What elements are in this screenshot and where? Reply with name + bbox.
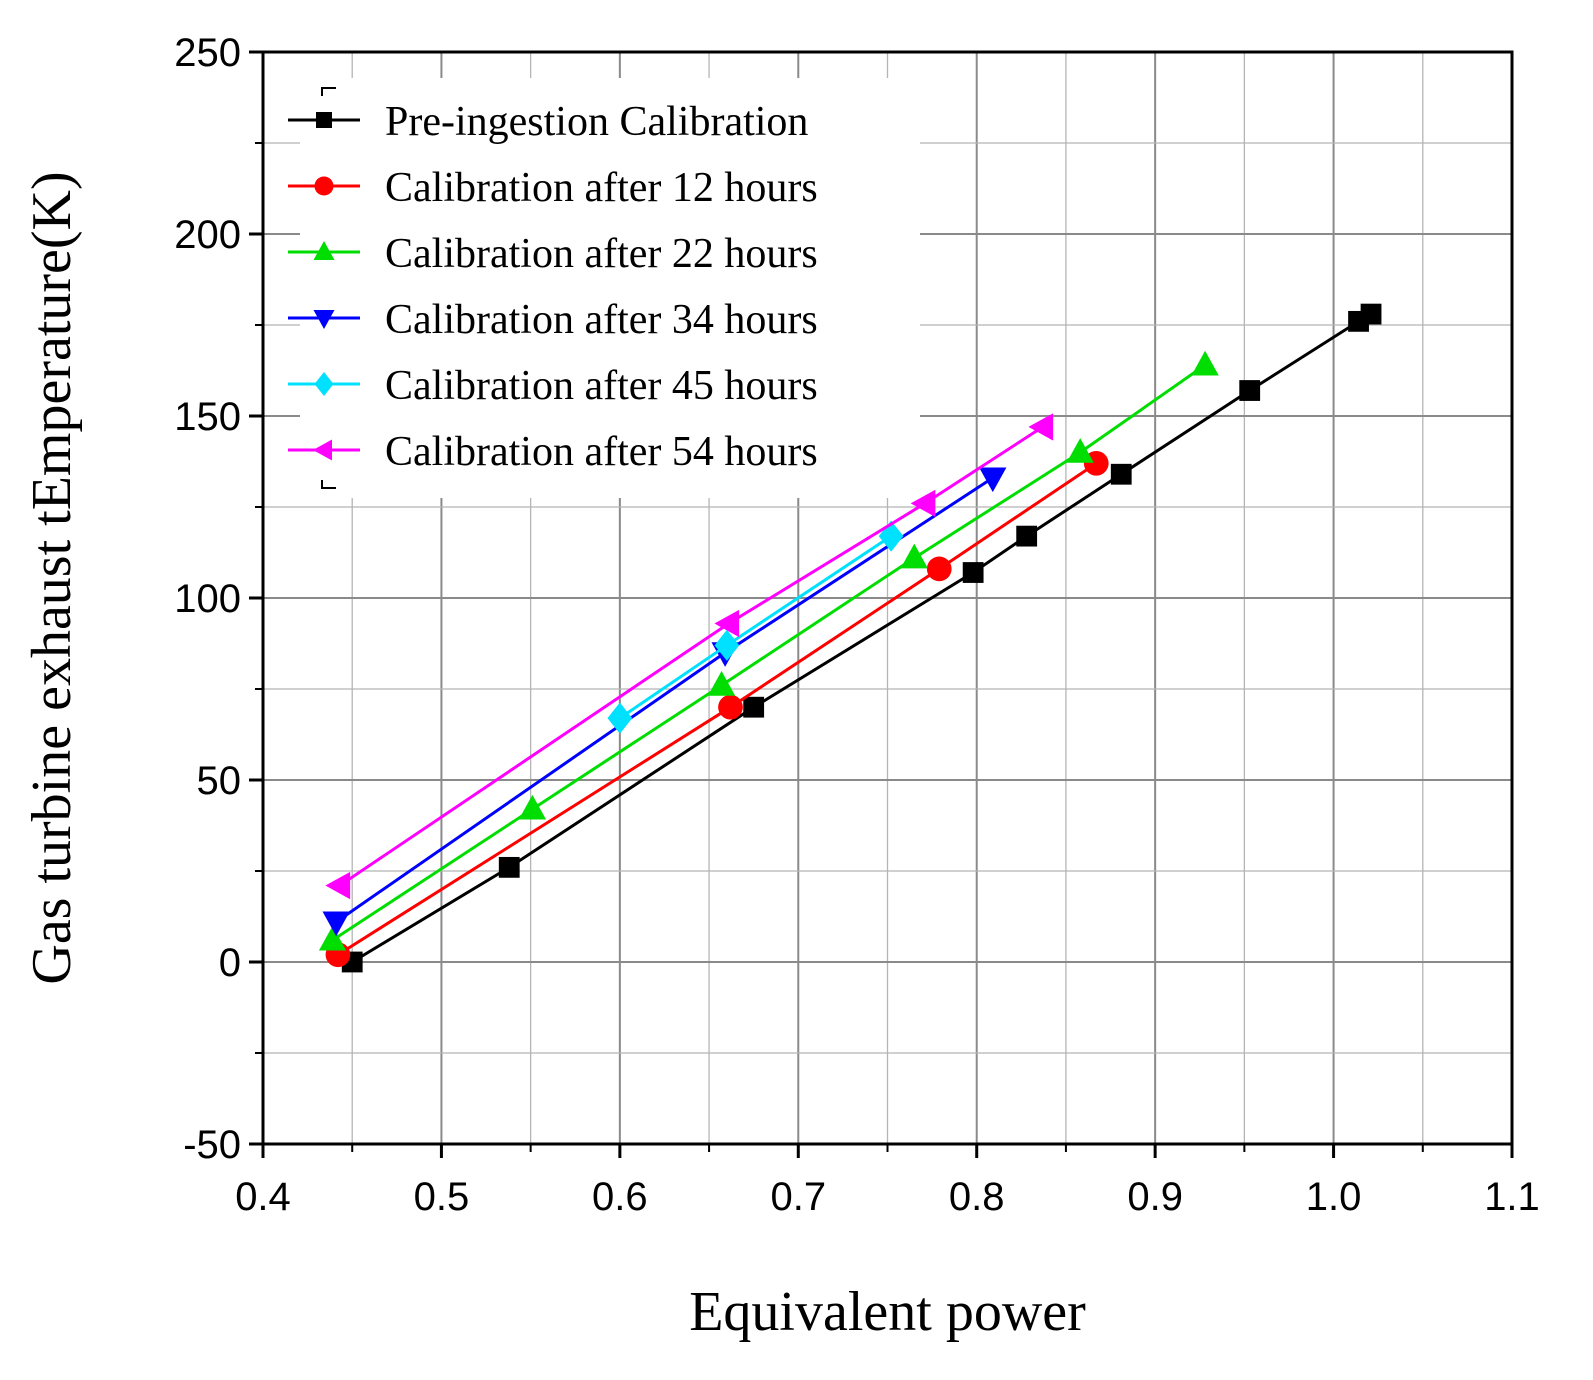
data-point <box>1191 350 1219 376</box>
series-line <box>338 425 1044 887</box>
x-tick-label: 1.1 <box>1484 1175 1540 1219</box>
series <box>318 350 1219 951</box>
data-point <box>1066 438 1094 463</box>
series <box>322 467 1007 937</box>
legend-box <box>300 78 920 498</box>
data-point <box>743 696 765 718</box>
legend-entry: Calibration after 54 hours <box>288 429 818 475</box>
data-point <box>607 702 633 734</box>
series <box>607 520 904 734</box>
data-point <box>1016 525 1038 547</box>
data-point <box>926 556 952 582</box>
data-point <box>1239 380 1261 401</box>
data-point <box>707 671 736 696</box>
x-tick-label: 0.9 <box>1127 1175 1183 1219</box>
y-tick-label: 100 <box>174 577 241 621</box>
data-point <box>313 310 335 329</box>
y-tick-label: 250 <box>174 31 241 75</box>
series-layer <box>318 303 1382 973</box>
series <box>341 303 1382 973</box>
legend: Pre-ingestion Calibration Calibration aft… <box>288 78 920 498</box>
legend-entry: Pre-ingestion Calibration <box>288 99 808 145</box>
legend-entry: Calibration after 12 hours <box>288 165 818 211</box>
legend-entry: Calibration after 45 hours <box>288 363 818 409</box>
x-tick-label: 1.0 <box>1306 1175 1362 1219</box>
data-point <box>714 629 740 661</box>
data-point <box>979 467 1007 493</box>
data-point <box>900 543 928 569</box>
data-point <box>1360 303 1382 325</box>
data-point <box>714 609 740 638</box>
data-point <box>322 911 350 937</box>
data-point <box>1110 463 1132 485</box>
series-line <box>331 363 1206 942</box>
legend-corner <box>321 87 336 96</box>
x-tick-label: 0.4 <box>235 1175 291 1219</box>
data-point <box>325 871 351 900</box>
legend-label: Calibration after 54 hours <box>385 429 818 475</box>
x-tick-label: 0.5 <box>414 1175 470 1219</box>
legend-label: Calibration after 34 hours <box>385 297 818 343</box>
legend-label: Calibration after 12 hours <box>385 165 818 211</box>
data-point <box>318 925 347 951</box>
data-point <box>910 489 936 518</box>
y-tick-label: -50 <box>183 1123 241 1167</box>
data-point <box>313 439 332 461</box>
data-point <box>316 112 332 128</box>
y-tick-label: 0 <box>219 941 241 985</box>
data-point <box>718 694 743 720</box>
x-tick-label: 0.7 <box>770 1175 826 1219</box>
x-tick-label: 0.6 <box>592 1175 648 1219</box>
series <box>325 450 1109 968</box>
data-point <box>1028 413 1054 441</box>
series <box>325 413 1054 900</box>
data-point <box>313 241 335 260</box>
legend-corner <box>321 480 336 489</box>
legend-label: Pre-ingestion Calibration <box>385 99 808 145</box>
data-point <box>314 372 334 396</box>
y-tick-label: 50 <box>197 759 242 803</box>
data-point <box>498 856 520 878</box>
x-tick-label: 0.8 <box>949 1175 1005 1219</box>
series-line <box>337 462 1098 956</box>
y-tick-label: 150 <box>174 395 241 439</box>
legend-entry: Calibration after 22 hours <box>288 231 818 277</box>
legend-label: Calibration after 22 hours <box>385 231 818 277</box>
x-axis-title: Equivalent power <box>689 1281 1086 1343</box>
data-point <box>314 176 334 196</box>
y-tick-label: 200 <box>174 213 241 257</box>
legend-label: Calibration after 45 hours <box>385 363 818 409</box>
axis-ticks: 0.4 0.5 0.6 0.7 0.8 0.9 1.0 1.1 -50 0 50 100 150 200 2… <box>174 31 1540 1219</box>
legend-entry: Calibration after 34 hours <box>288 297 818 343</box>
y-axis-title: Gas turbine exhaust tEmperature(K) <box>21 171 83 984</box>
data-point <box>962 562 984 583</box>
data-point <box>518 794 547 820</box>
